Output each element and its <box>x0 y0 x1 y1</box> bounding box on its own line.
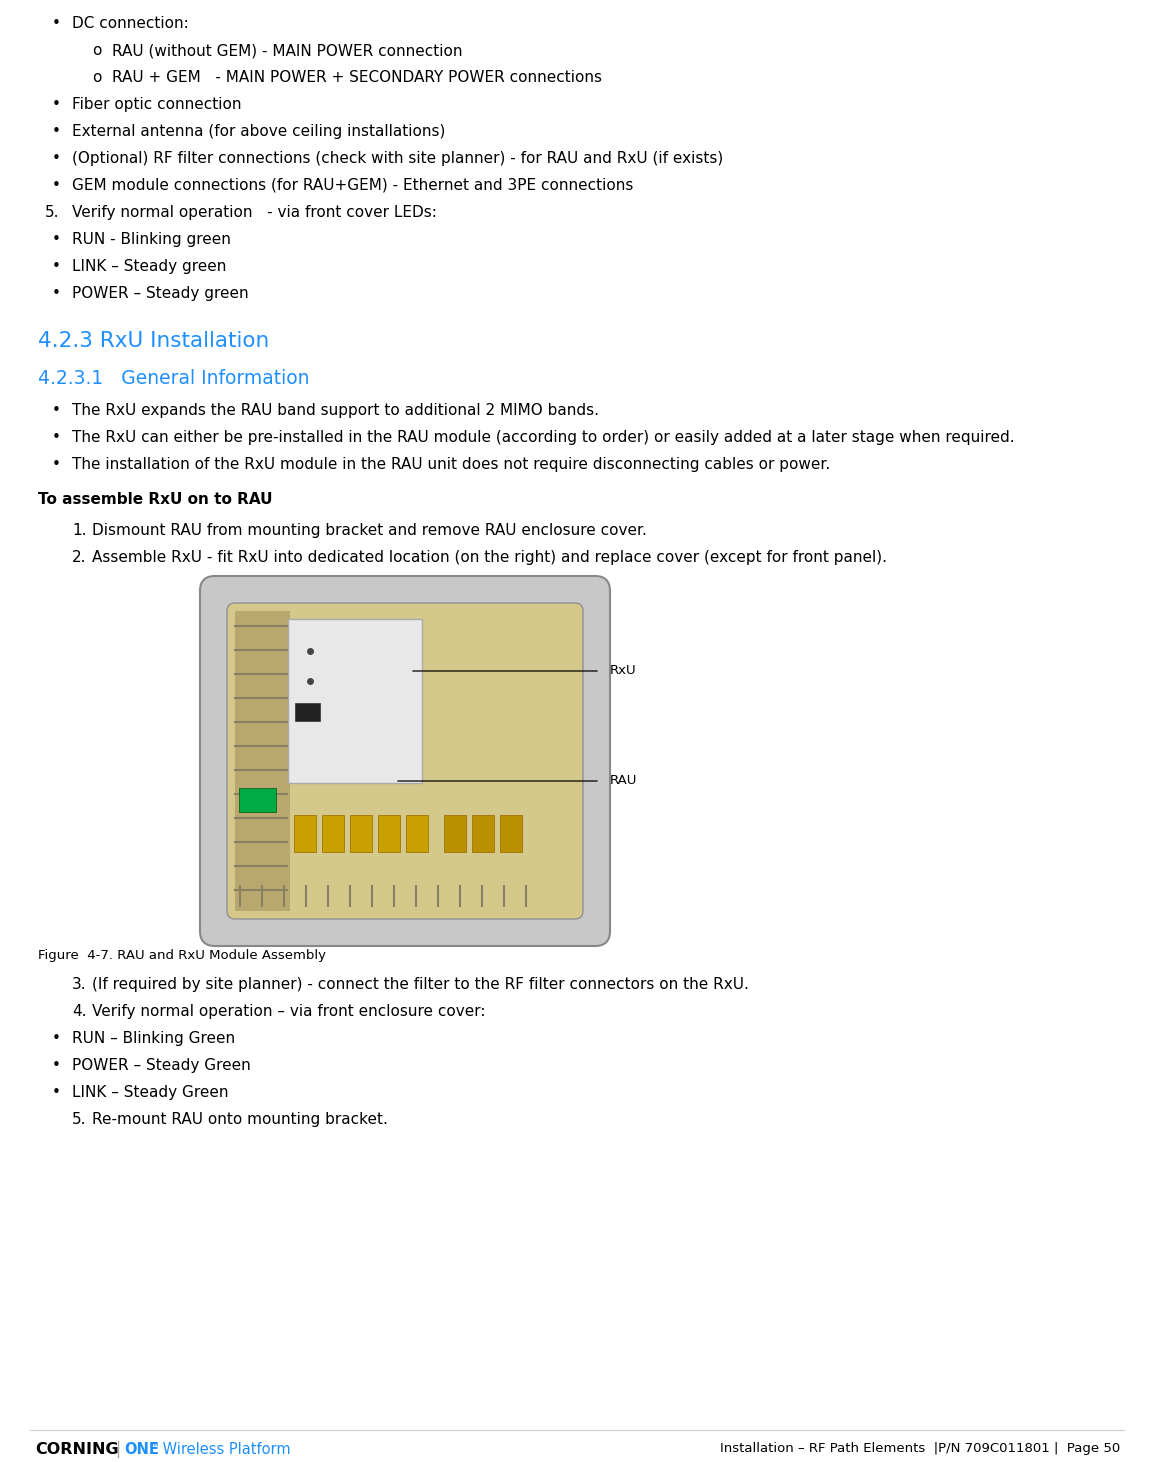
Text: RAU + GEM   - MAIN POWER + SECONDARY POWER connections: RAU + GEM - MAIN POWER + SECONDARY POWER… <box>112 70 602 85</box>
Text: •: • <box>52 404 61 418</box>
Text: The RxU expands the RAU band support to additional 2 MIMO bands.: The RxU expands the RAU band support to … <box>72 404 599 418</box>
Text: Wireless Platform: Wireless Platform <box>158 1442 291 1458</box>
Text: RUN – Blinking Green: RUN – Blinking Green <box>72 1031 235 1045</box>
Text: 4.: 4. <box>72 1004 87 1019</box>
Text: ™: ™ <box>150 1442 159 1452</box>
Text: RUN - Blinking green: RUN - Blinking green <box>72 232 231 247</box>
FancyBboxPatch shape <box>288 618 422 784</box>
Text: 1.: 1. <box>72 523 87 538</box>
Text: POWER – Steady Green: POWER – Steady Green <box>72 1058 250 1073</box>
Text: o: o <box>92 70 102 85</box>
Text: LINK – Steady Green: LINK – Steady Green <box>72 1085 228 1099</box>
Text: ONE: ONE <box>123 1442 159 1458</box>
FancyBboxPatch shape <box>379 814 400 852</box>
Text: Figure  4-7. RAU and RxU Module Assembly: Figure 4-7. RAU and RxU Module Assembly <box>38 949 325 962</box>
Text: CORNING: CORNING <box>35 1442 119 1458</box>
Text: 2.: 2. <box>72 550 87 564</box>
Text: 5.: 5. <box>72 1113 87 1127</box>
Text: •: • <box>52 124 61 139</box>
FancyBboxPatch shape <box>322 814 344 852</box>
Text: 3.: 3. <box>72 977 87 993</box>
Text: To assemble RxU on to RAU: To assemble RxU on to RAU <box>38 493 272 507</box>
Text: •: • <box>52 232 61 247</box>
Text: 5.: 5. <box>45 205 60 219</box>
FancyBboxPatch shape <box>294 814 316 852</box>
Text: DC connection:: DC connection: <box>72 16 189 31</box>
FancyBboxPatch shape <box>295 703 320 721</box>
Text: GEM module connections (for RAU+GEM) - Ethernet and 3PE connections: GEM module connections (for RAU+GEM) - E… <box>72 178 634 193</box>
FancyBboxPatch shape <box>200 576 610 946</box>
FancyBboxPatch shape <box>406 814 428 852</box>
Text: •: • <box>52 178 61 193</box>
Text: •: • <box>52 1085 61 1099</box>
FancyBboxPatch shape <box>239 788 276 811</box>
Text: 4.2.3 RxU Installation: 4.2.3 RxU Installation <box>38 330 269 351</box>
Text: •: • <box>52 1031 61 1045</box>
Text: Verify normal operation   - via front cover LEDs:: Verify normal operation - via front cove… <box>72 205 437 219</box>
Text: Installation – RF Path Elements  |P/N 709C011801 |  Page 50: Installation – RF Path Elements |P/N 709… <box>720 1442 1121 1455</box>
Text: o: o <box>92 42 102 58</box>
Text: 4.2.3.1   General Information: 4.2.3.1 General Information <box>38 368 309 387</box>
Text: Re-mount RAU onto mounting bracket.: Re-mount RAU onto mounting bracket. <box>92 1113 388 1127</box>
Text: Dismount RAU from mounting bracket and remove RAU enclosure cover.: Dismount RAU from mounting bracket and r… <box>92 523 647 538</box>
Text: •: • <box>52 16 61 31</box>
Text: (Optional) RF filter connections (check with site planner) - for RAU and RxU (if: (Optional) RF filter connections (check … <box>72 151 724 167</box>
Text: •: • <box>52 259 61 273</box>
FancyBboxPatch shape <box>350 814 372 852</box>
Text: Assemble RxU - fit RxU into dedicated location (on the right) and replace cover : Assemble RxU - fit RxU into dedicated lo… <box>92 550 887 564</box>
FancyBboxPatch shape <box>472 814 494 852</box>
Text: •: • <box>52 1058 61 1073</box>
Text: Fiber optic connection: Fiber optic connection <box>72 96 241 113</box>
Text: LINK – Steady green: LINK – Steady green <box>72 259 226 273</box>
Text: •: • <box>52 458 61 472</box>
Text: •: • <box>52 430 61 444</box>
FancyBboxPatch shape <box>227 602 583 920</box>
Text: Verify normal operation – via front enclosure cover:: Verify normal operation – via front encl… <box>92 1004 486 1019</box>
Text: •: • <box>52 287 61 301</box>
Text: •: • <box>52 151 61 167</box>
Text: POWER – Steady green: POWER – Steady green <box>72 287 248 301</box>
Text: External antenna (for above ceiling installations): External antenna (for above ceiling inst… <box>72 124 445 139</box>
Text: •: • <box>52 96 61 113</box>
Text: RAU (without GEM) - MAIN POWER connection: RAU (without GEM) - MAIN POWER connectio… <box>112 42 463 58</box>
Text: The RxU can either be pre-installed in the RAU module (according to order) or ea: The RxU can either be pre-installed in t… <box>72 430 1014 444</box>
Text: RAU: RAU <box>610 775 637 788</box>
FancyBboxPatch shape <box>235 611 290 911</box>
FancyBboxPatch shape <box>444 814 466 852</box>
Text: (If required by site planner) - connect the filter to the RF filter connectors o: (If required by site planner) - connect … <box>92 977 749 993</box>
Text: The installation of the RxU module in the RAU unit does not require disconnectin: The installation of the RxU module in th… <box>72 458 830 472</box>
FancyBboxPatch shape <box>500 814 522 852</box>
Text: RxU: RxU <box>610 665 637 677</box>
